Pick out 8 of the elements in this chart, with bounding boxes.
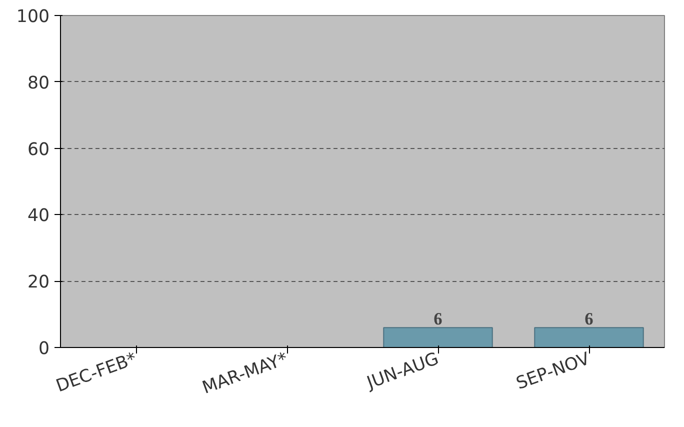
- data-label: 6: [434, 310, 443, 329]
- y-tick-label: 40: [27, 206, 50, 226]
- data-label: 6: [584, 310, 594, 329]
- y-tick-label: 0: [38, 339, 50, 359]
- y-tick-label: 60: [27, 140, 50, 160]
- y-tick-label: 100: [16, 7, 50, 27]
- y-tick-label: 80: [27, 73, 50, 94]
- y-tick-label: 20: [27, 272, 50, 293]
